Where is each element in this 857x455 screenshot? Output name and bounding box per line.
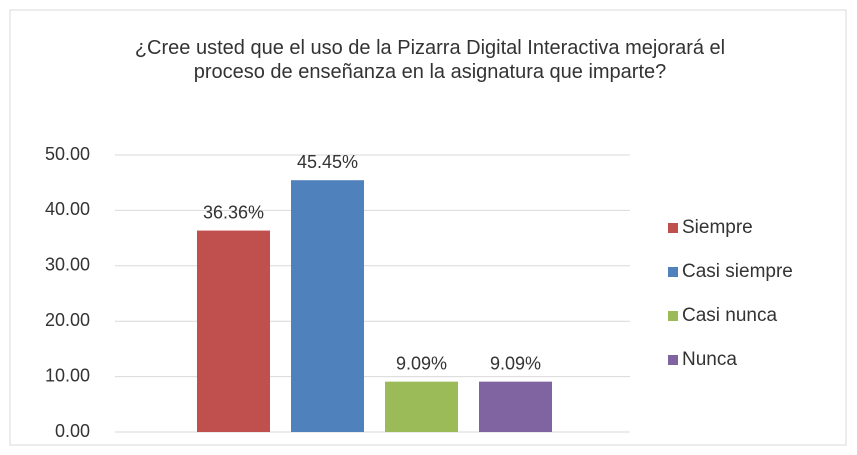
y-tick-label: 50.00 [45, 144, 90, 164]
y-tick-label: 10.00 [45, 365, 90, 385]
data-label: 45.45% [297, 152, 358, 172]
legend-label: Casi nunca [682, 305, 777, 326]
legend-swatch [668, 355, 678, 365]
bar [291, 180, 364, 432]
chart-border [9, 9, 847, 446]
data-label: 9.09% [396, 353, 447, 373]
data-label: 9.09% [490, 353, 541, 373]
legend-swatch [668, 223, 678, 233]
y-tick-label: 20.00 [45, 310, 90, 330]
chart-title: ¿Cree usted que el uso de la Pizarra Dig… [134, 37, 726, 83]
legend-label: Siempre [682, 217, 753, 238]
legend-label: Casi siempre [682, 261, 793, 282]
y-tick-label: 40.00 [45, 199, 90, 219]
bar [385, 381, 458, 432]
data-label: 36.36% [203, 202, 264, 222]
legend-swatch [668, 311, 678, 321]
bar [479, 381, 552, 432]
y-tick-label: 30.00 [45, 255, 90, 275]
bar [197, 230, 270, 432]
legend-swatch [668, 267, 678, 277]
legend-label: Nunca [682, 349, 737, 370]
y-tick-label: 0.00 [55, 421, 90, 441]
